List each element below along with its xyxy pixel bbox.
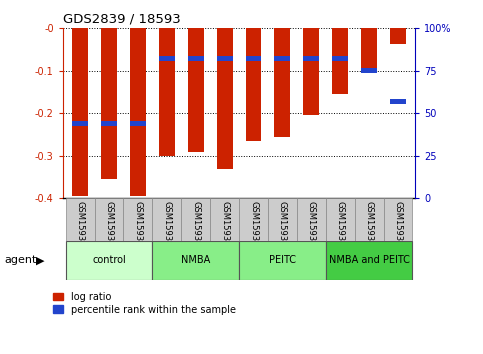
Bar (66, 241, 152, 280)
Bar (326, 198, 355, 241)
Bar (181, 198, 210, 241)
Bar (124, 198, 152, 241)
Bar (95, 198, 124, 241)
Bar (188, 56, 204, 62)
Bar (245, 28, 261, 141)
Bar (245, 56, 261, 62)
Bar (332, 56, 348, 62)
Legend: log ratio, percentile rank within the sample: log ratio, percentile rank within the sa… (53, 292, 236, 314)
Bar (217, 28, 233, 169)
Bar (297, 198, 326, 241)
Text: GSM159388: GSM159388 (336, 201, 345, 252)
Bar (130, 121, 146, 126)
Bar (159, 28, 175, 156)
Text: GSM159378: GSM159378 (133, 201, 142, 252)
Text: GSM159385: GSM159385 (249, 201, 258, 252)
Bar (152, 198, 181, 241)
Text: GSM159381: GSM159381 (162, 201, 171, 252)
Bar (188, 28, 204, 152)
Bar (130, 28, 146, 196)
Bar (66, 198, 95, 241)
Bar (274, 56, 290, 62)
Bar (361, 28, 377, 73)
Text: ▶: ▶ (36, 255, 45, 265)
Bar (361, 68, 377, 73)
Bar (239, 241, 326, 280)
Text: agent: agent (5, 255, 37, 265)
Bar (384, 198, 412, 241)
Text: GSM159389: GSM159389 (365, 201, 374, 252)
Text: GSM159386: GSM159386 (278, 201, 287, 252)
Bar (152, 241, 239, 280)
Bar (274, 28, 290, 137)
Text: GSM159377: GSM159377 (104, 201, 114, 252)
Bar (72, 28, 88, 196)
Bar (355, 198, 384, 241)
Bar (332, 28, 348, 94)
Bar (268, 198, 297, 241)
Bar (159, 56, 175, 62)
Text: GDS2839 / 18593: GDS2839 / 18593 (63, 13, 181, 26)
Bar (303, 56, 319, 62)
Text: GSM159384: GSM159384 (220, 201, 229, 252)
Bar (303, 28, 319, 115)
Text: GSM159383: GSM159383 (191, 201, 200, 252)
Bar (210, 198, 239, 241)
Bar (101, 121, 117, 126)
Text: PEITC: PEITC (269, 255, 296, 265)
Bar (72, 121, 88, 126)
Bar (239, 198, 268, 241)
Bar (217, 56, 233, 62)
Text: GSM159390: GSM159390 (394, 201, 402, 251)
Bar (390, 28, 406, 45)
Text: control: control (92, 255, 126, 265)
Bar (390, 99, 406, 104)
Text: NMBA: NMBA (181, 255, 211, 265)
Text: GSM159376: GSM159376 (76, 201, 85, 252)
Text: NMBA and PEITC: NMBA and PEITC (329, 255, 410, 265)
Bar (326, 241, 412, 280)
Bar (101, 28, 117, 179)
Text: GSM159387: GSM159387 (307, 201, 316, 252)
